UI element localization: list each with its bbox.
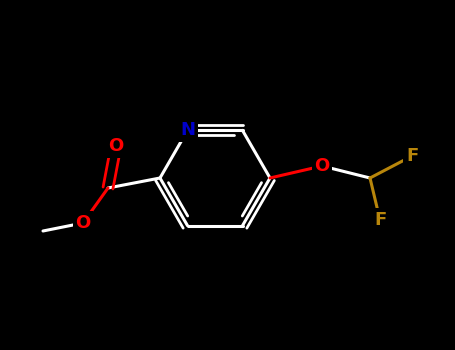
Text: F: F [374, 211, 386, 229]
Text: O: O [76, 214, 91, 232]
Text: O: O [314, 157, 329, 175]
Text: O: O [108, 137, 124, 155]
Text: N: N [180, 121, 195, 139]
Text: F: F [406, 147, 418, 165]
